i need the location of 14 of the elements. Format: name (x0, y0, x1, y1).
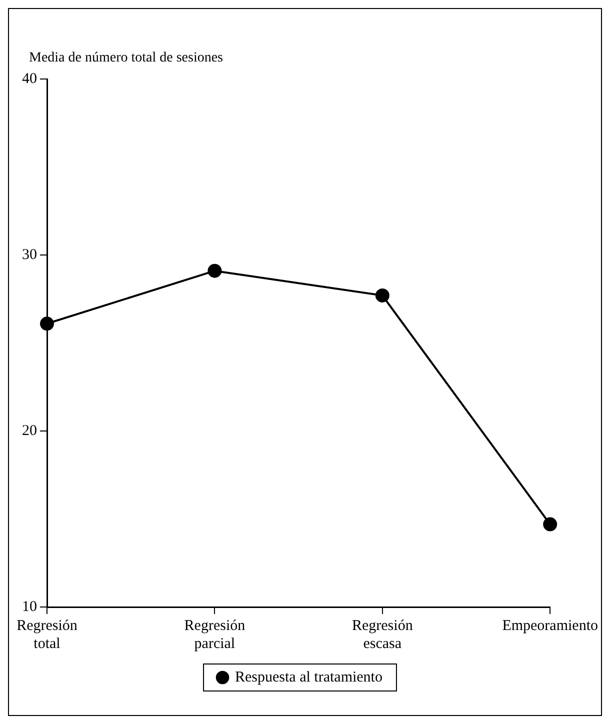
y-tick-label: 10 (22, 598, 37, 615)
point (543, 517, 558, 532)
point (40, 316, 54, 331)
point (208, 264, 222, 278)
x-tick-label: Regresión parcial (184, 618, 246, 652)
x-tick-label: Regresión total (16, 618, 78, 652)
legend-label: Respuesta al tratamiento (235, 669, 382, 686)
point (375, 288, 390, 302)
y-tick-label: 30 (22, 246, 37, 263)
y-tick-label: 20 (22, 422, 37, 439)
y-axis-title: Media de número total de sesiones (29, 50, 224, 66)
x-tick-label: Empeoramiento (502, 618, 598, 634)
x-tick-label: Regresión escasa (352, 618, 414, 652)
y-tick-label: 40 (22, 70, 37, 87)
